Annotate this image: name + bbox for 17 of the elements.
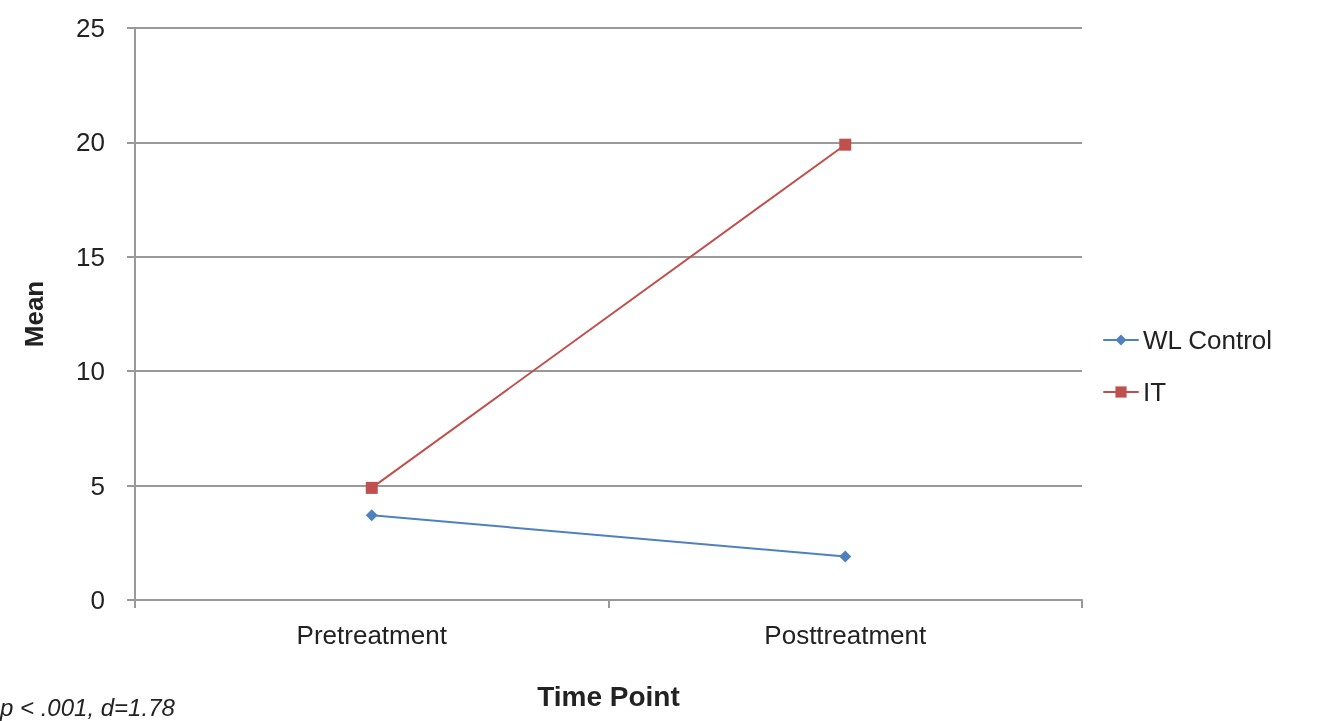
x-tick-label: Pretreatment — [296, 620, 448, 650]
y-tick-label: 25 — [76, 13, 105, 43]
y-tick-label: 15 — [76, 241, 105, 272]
point — [839, 550, 852, 563]
legend-label: WL Control — [1143, 325, 1273, 355]
x-tick-label: Posttreatment — [764, 620, 927, 650]
x-axis-title: Time Point — [537, 680, 680, 712]
y-tick-label: 5 — [90, 470, 105, 501]
point — [839, 138, 852, 151]
y-axis-title: Mean — [19, 280, 49, 348]
legend-label: IT — [1143, 377, 1167, 407]
point — [365, 509, 378, 522]
y-tick-label: 10 — [76, 356, 105, 387]
text: p < .001, d=1.78 — [0, 693, 176, 721]
y-tick-label: 20 — [76, 127, 105, 158]
y-tick-label: 0 — [90, 585, 105, 615]
point — [365, 481, 378, 494]
